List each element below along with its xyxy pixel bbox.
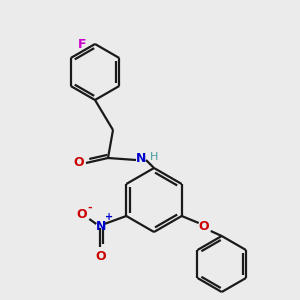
Text: O: O [74, 157, 84, 169]
Text: +: + [105, 212, 113, 222]
Text: F: F [78, 38, 86, 50]
Text: -: - [87, 203, 92, 213]
Text: O: O [76, 208, 87, 221]
Text: N: N [96, 220, 106, 232]
Text: N: N [136, 152, 146, 166]
Text: O: O [95, 250, 106, 262]
Text: H: H [150, 152, 158, 162]
Text: O: O [198, 220, 209, 232]
